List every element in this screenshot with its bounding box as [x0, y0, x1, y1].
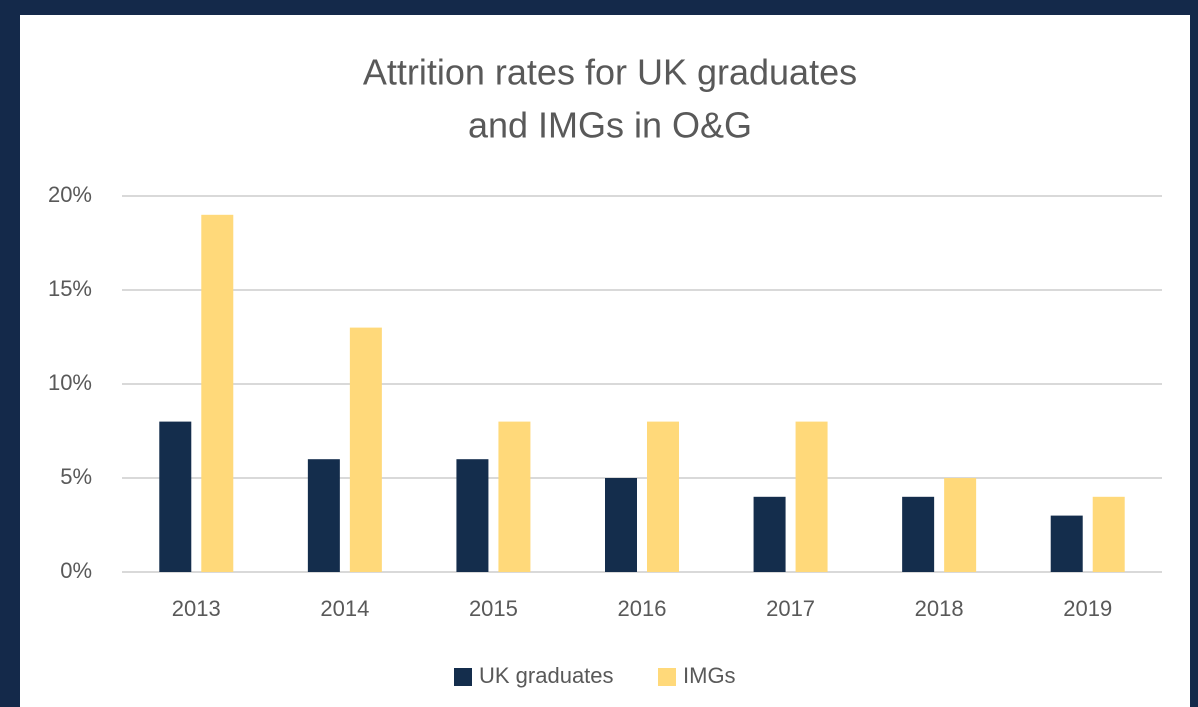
- x-tick-label: 2016: [618, 596, 667, 621]
- bar: [307, 459, 340, 572]
- x-tick-label: 2013: [172, 596, 221, 621]
- x-tick-label: 2014: [320, 596, 369, 621]
- x-tick-label: 2015: [469, 596, 518, 621]
- x-tick-label: 2017: [766, 596, 815, 621]
- bar: [349, 327, 382, 572]
- legend-label: UK graduates: [479, 663, 614, 688]
- y-tick-label: 15%: [48, 276, 92, 301]
- y-tick-label: 0%: [60, 558, 92, 583]
- chart-title: and IMGs in O&G: [468, 105, 752, 146]
- x-tick-label: 2019: [1063, 596, 1112, 621]
- bar: [944, 478, 977, 572]
- y-tick-label: 5%: [60, 464, 92, 489]
- y-tick-label: 20%: [48, 182, 92, 207]
- bar: [795, 421, 828, 572]
- bar: [1050, 515, 1083, 572]
- bar: [753, 496, 786, 572]
- bar: [498, 421, 531, 572]
- bar: [159, 421, 192, 572]
- chart-title: Attrition rates for UK graduates: [363, 52, 857, 93]
- bar: [605, 478, 637, 572]
- x-tick-label: 2018: [915, 596, 964, 621]
- legend-label: IMGs: [683, 663, 736, 688]
- bar: [1092, 496, 1125, 572]
- y-tick-label: 10%: [48, 370, 92, 395]
- legend-swatch: [658, 668, 676, 686]
- bar: [456, 459, 489, 572]
- bar: [902, 496, 935, 572]
- bar: [647, 421, 679, 572]
- bar: [201, 214, 234, 573]
- legend-swatch: [454, 668, 472, 686]
